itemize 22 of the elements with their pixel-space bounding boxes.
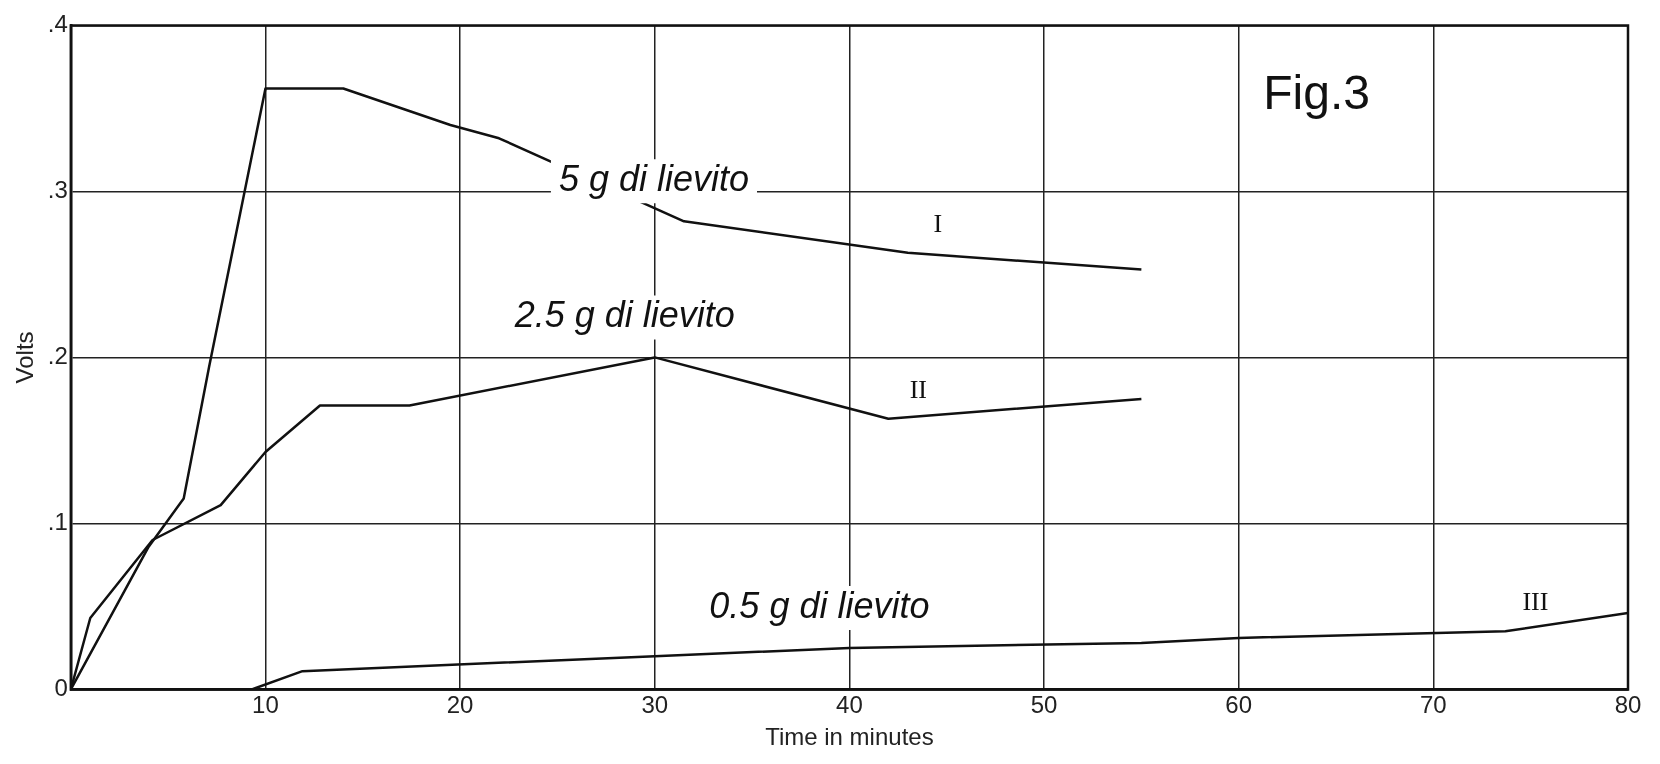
y-tick-label: .4 <box>47 10 68 38</box>
y-tick-label: .2 <box>47 342 68 370</box>
x-axis-title: Time in minutes <box>765 723 934 751</box>
text: Fig.3 <box>1263 65 1370 119</box>
x-tick-label: 10 <box>252 691 279 719</box>
y-axis-title: Volts <box>11 331 39 384</box>
x-tick-label: 30 <box>641 691 669 719</box>
series-label: 5 g di lievito <box>558 158 750 200</box>
annotation: III <box>1522 587 1549 617</box>
x-tick-label: 50 <box>1030 691 1058 719</box>
y-tick-label: 0 <box>54 674 68 702</box>
y-tick-label: .1 <box>47 508 68 536</box>
x-tick-label: 70 <box>1420 691 1447 719</box>
x-tick-label: 40 <box>836 691 863 719</box>
annotation: I <box>933 208 943 238</box>
x-tick-label: 80 <box>1614 691 1642 719</box>
x-tick-label: 20 <box>446 691 474 719</box>
series-label: 2.5 g di lievito <box>513 294 735 336</box>
annotation: II <box>909 374 927 404</box>
series-label: 0.5 g di lievito <box>709 584 930 626</box>
x-tick-label: 60 <box>1225 691 1253 719</box>
y-tick-label: .3 <box>47 176 68 204</box>
